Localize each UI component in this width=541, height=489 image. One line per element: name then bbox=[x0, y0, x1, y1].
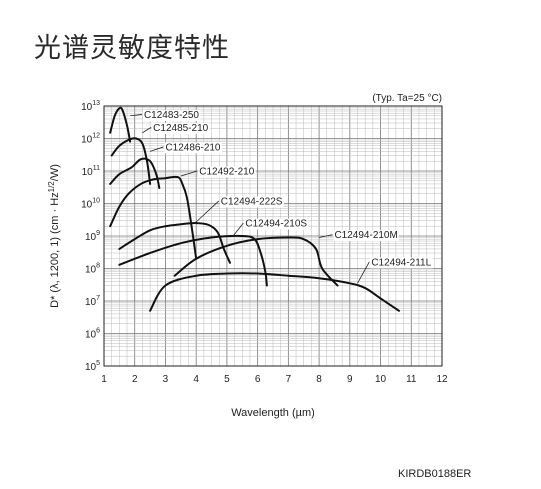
y-tick-label: 105 bbox=[85, 360, 100, 373]
series-line-c12492-210 bbox=[109, 175, 198, 260]
series-labels: C12483-250 C12485-210 C12486-210 C12492-210… bbox=[130, 109, 433, 284]
series-leader-line bbox=[180, 170, 198, 177]
series-line-c12485-210 bbox=[110, 137, 152, 185]
series-label-background bbox=[198, 166, 256, 178]
series-label-c12494-222s: C12494-222S bbox=[221, 196, 283, 207]
x-tick-label: 8 bbox=[316, 374, 322, 385]
series-line-c12486-210 bbox=[109, 157, 161, 189]
x-tick-label: 4 bbox=[193, 374, 199, 385]
y-tick-label: 1011 bbox=[82, 165, 100, 178]
series-lines bbox=[109, 106, 400, 312]
series-label-background bbox=[164, 142, 222, 154]
series-leader-line bbox=[319, 234, 333, 238]
y-tick-label: 108 bbox=[85, 263, 100, 276]
y-tick-label: 109 bbox=[85, 230, 100, 243]
x-tick-label: 6 bbox=[255, 374, 261, 385]
y-tick-label: 107 bbox=[85, 295, 100, 308]
x-tick-label: 1 bbox=[101, 374, 107, 385]
x-tick-label: 5 bbox=[224, 374, 230, 385]
series-leader-line bbox=[232, 222, 244, 237]
series-label-background bbox=[142, 109, 201, 121]
series-line-c12494-210m bbox=[173, 236, 339, 287]
series-label-background bbox=[370, 257, 433, 269]
series-label-c12494-211l: C12494-211L bbox=[371, 257, 431, 268]
y-tick-label: 1013 bbox=[81, 100, 100, 113]
condition-note: (Typ. Ta=25 °C) bbox=[372, 93, 442, 104]
document-code: KIRDB0188ER bbox=[398, 468, 472, 480]
series-label-c12483-250: C12483-250 bbox=[144, 110, 199, 121]
series-label-background bbox=[333, 230, 399, 242]
x-tick-label: 2 bbox=[132, 374, 138, 385]
axis-ticks: 1 2 3 4 5 6 7 8 9 10 11 121051061071081091010101110… bbox=[81, 100, 448, 385]
series-label-c12494-210m: C12494-210M bbox=[334, 230, 397, 241]
x-axis-title: Wavelength (µm) bbox=[231, 407, 315, 419]
series-label-c12485-210: C12485-210 bbox=[153, 123, 208, 134]
series-label-c12494-210s: C12494-210S bbox=[245, 219, 307, 230]
plot-frame bbox=[103, 105, 443, 367]
y-tick-label: 1012 bbox=[81, 133, 100, 146]
series-leader-line bbox=[142, 127, 152, 134]
series-leader-line bbox=[195, 200, 220, 223]
x-tick-label: 9 bbox=[347, 374, 353, 385]
x-tick-label: 7 bbox=[286, 374, 292, 385]
series-label-background bbox=[244, 218, 309, 230]
series-leader-line bbox=[149, 146, 164, 152]
y-tick-label: 1010 bbox=[81, 198, 100, 211]
series-label-background bbox=[219, 196, 284, 208]
y-tick-label: 106 bbox=[85, 328, 100, 341]
y-axis-title: D* (λ, 1200, 1) (cm · Hz1/2/W) bbox=[47, 164, 61, 308]
page-title: 光谱灵敏度特性 bbox=[34, 33, 230, 64]
series-line-c12483-250 bbox=[109, 106, 132, 143]
series-label-background bbox=[152, 122, 210, 134]
x-tick-label: 3 bbox=[163, 374, 169, 385]
series-line-c12494-222s bbox=[118, 222, 231, 264]
series-label-c12486-210: C12486-210 bbox=[165, 142, 220, 153]
series-label-c12492-210: C12492-210 bbox=[199, 167, 254, 178]
series-leader-line bbox=[357, 261, 370, 284]
series-line-c12494-210s bbox=[118, 234, 268, 287]
x-tick-label: 12 bbox=[436, 374, 448, 385]
x-tick-label: 11 bbox=[406, 374, 417, 385]
x-tick-label: 10 bbox=[375, 374, 387, 385]
series-leader-line bbox=[130, 114, 142, 117]
y-axis-title-text: D* (λ, 1200, 1) (cm · Hz1/2/W) bbox=[47, 164, 61, 308]
series-line-c12494-211l bbox=[149, 272, 400, 312]
